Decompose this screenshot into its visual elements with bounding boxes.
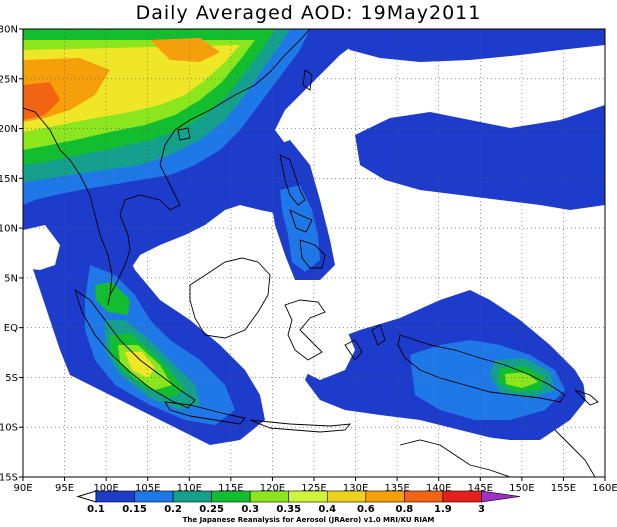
colorbar-swatch xyxy=(134,490,174,503)
colorbar: 0.1 0.15 0.2 0.25 0.3 0.35 0.4 0.6 0.8 1.9 3 xyxy=(76,490,521,515)
map-title: Daily Averaged AOD: 19May2011 xyxy=(135,2,482,24)
colorbar-label: 0.6 xyxy=(357,504,375,515)
aod-level-0.35-sumatra xyxy=(125,352,155,378)
x-tick-label: 155E xyxy=(551,483,576,494)
y-tick-label: 20N xyxy=(0,124,18,135)
x-tick-label: 130E xyxy=(343,483,368,494)
colorbar-label: 0.25 xyxy=(199,504,224,515)
x-tick-label: 105E xyxy=(135,483,160,494)
y-tick-label: 5S xyxy=(5,373,18,384)
colorbar-label: 1.9 xyxy=(434,504,452,515)
aod-void-sulawesi xyxy=(280,295,355,380)
aod-level-0.25-pen xyxy=(95,282,130,315)
grid xyxy=(23,29,605,477)
colorbar-swatch xyxy=(95,490,135,503)
x-tick-label: 100E xyxy=(93,483,118,494)
colorbar-low-arrow xyxy=(76,490,97,503)
colorbar-label: 0.4 xyxy=(318,504,336,515)
x-tick-label: 160E xyxy=(592,483,617,494)
colorbar-label: 0.2 xyxy=(164,504,182,515)
coastline-visayas xyxy=(289,209,313,233)
aod-level-0.15-ph xyxy=(280,185,320,272)
coastline-new-guinea xyxy=(397,334,566,403)
x-tick-label: 110E xyxy=(177,483,202,494)
colorbar-label: 0.8 xyxy=(396,504,414,515)
coastline-java xyxy=(164,401,246,425)
credit-text: The Japanese Reanalysis for Aerosol (JRA… xyxy=(182,516,435,524)
coastline-luzon xyxy=(279,154,306,206)
y-tick-label: 15S xyxy=(0,473,18,484)
x-tick-label: 120E xyxy=(260,483,285,494)
y-axis-ticks: 30N 25N 20N 15N 10N 5N EQ 5S 10S 15S xyxy=(0,25,23,484)
aod-void-west-sea xyxy=(23,225,60,270)
colorbar-swatch xyxy=(365,490,405,503)
coastline-australia xyxy=(399,429,596,477)
x-tick-label: 90E xyxy=(13,483,32,494)
colorbar-swatch xyxy=(172,490,212,503)
y-tick-label: 30N xyxy=(0,25,18,36)
colorbar-swatch xyxy=(442,490,482,503)
x-tick-label: 95E xyxy=(55,483,74,494)
coastline-mindanao xyxy=(299,239,326,269)
colorbar-label: 0.15 xyxy=(122,504,147,515)
coastlines xyxy=(23,29,599,477)
x-tick-label: 125E xyxy=(301,483,326,494)
y-tick-label: 25N xyxy=(0,74,18,85)
coastline-taiwan xyxy=(302,69,313,91)
colorbar-label: 0.3 xyxy=(241,504,259,515)
colorbar-label: 3 xyxy=(478,504,485,515)
y-tick-label: 5N xyxy=(4,273,18,284)
coastline-lesser-sunda xyxy=(249,419,352,433)
colorbar-swatch xyxy=(249,490,290,503)
y-tick-label: 10S xyxy=(0,423,18,434)
x-tick-label: 140E xyxy=(426,483,451,494)
aod-level-0.3-ng xyxy=(505,372,538,388)
y-tick-label: EQ xyxy=(4,323,18,334)
x-tick-label: 135E xyxy=(384,483,409,494)
y-tick-label: 15N xyxy=(0,174,18,185)
coastline-sumatra xyxy=(74,288,196,409)
colorbar-label: 0.35 xyxy=(276,504,301,515)
aod-void-borneo xyxy=(190,240,280,335)
colorbar-swatch xyxy=(288,490,328,503)
colorbar-high-arrow xyxy=(481,490,521,503)
aod-region-top-strip xyxy=(330,29,605,62)
coastline-solomon xyxy=(574,389,599,406)
x-tick-label: 150E xyxy=(509,483,534,494)
colorbar-swatch xyxy=(211,490,251,503)
colorbar-swatch xyxy=(326,490,367,503)
aod-field xyxy=(23,29,605,477)
aod-void-australia xyxy=(270,405,605,477)
coastline-mainland-asia xyxy=(23,29,311,306)
coastline-sulawesi xyxy=(284,299,326,361)
colorbar-label: 0.1 xyxy=(87,504,105,515)
coastline-moluccas xyxy=(344,324,386,361)
colorbar-swatch xyxy=(404,490,444,503)
aod-void-pacific xyxy=(340,68,605,140)
coastline-hainan xyxy=(177,127,191,141)
y-tick-label: 10N xyxy=(0,224,18,235)
aod-void-southwest xyxy=(23,375,220,477)
coastline-borneo xyxy=(189,257,271,339)
x-tick-label: 115E xyxy=(218,483,243,494)
aod-level-0.6-b xyxy=(150,38,220,62)
x-axis-ticks: 90E 95E 100E 105E 110E 115E 120E 125E 130E 135E 14… xyxy=(13,477,617,494)
x-tick-label: 145E xyxy=(468,483,493,494)
aod-level-0.8 xyxy=(23,82,60,120)
